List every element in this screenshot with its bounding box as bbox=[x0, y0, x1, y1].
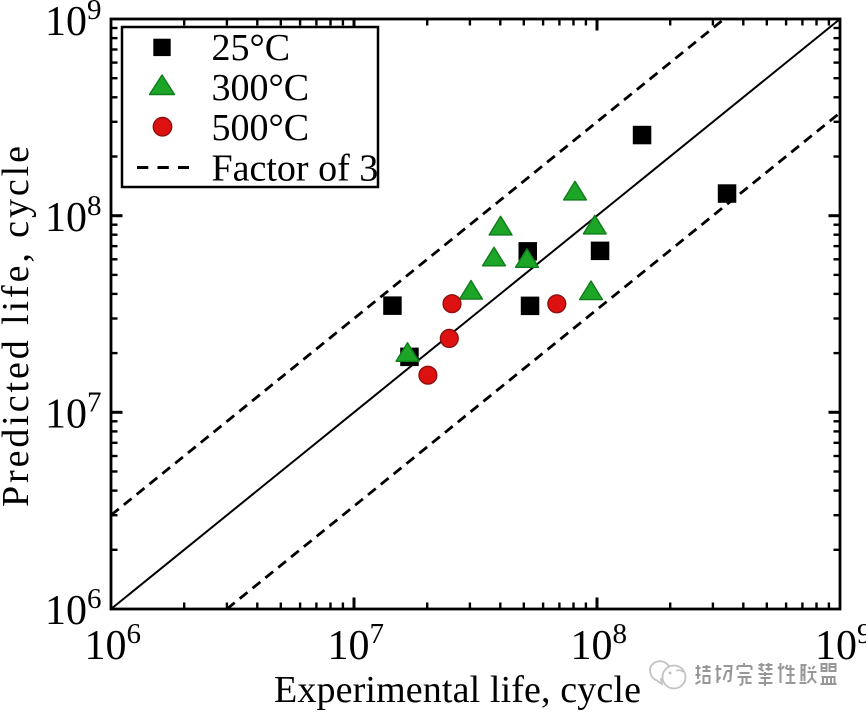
svg-text:25°C: 25°C bbox=[212, 27, 291, 69]
svg-text:106: 106 bbox=[85, 618, 142, 669]
svg-text:300°C: 300°C bbox=[212, 67, 310, 109]
svg-text:106: 106 bbox=[45, 583, 102, 634]
svg-text:Experimental life, cycle: Experimental life, cycle bbox=[274, 669, 641, 711]
svg-text:107: 107 bbox=[45, 387, 102, 438]
svg-text:500°C: 500°C bbox=[212, 107, 310, 149]
svg-text:Factor of 3: Factor of 3 bbox=[212, 148, 379, 190]
svg-text:108: 108 bbox=[45, 190, 102, 241]
